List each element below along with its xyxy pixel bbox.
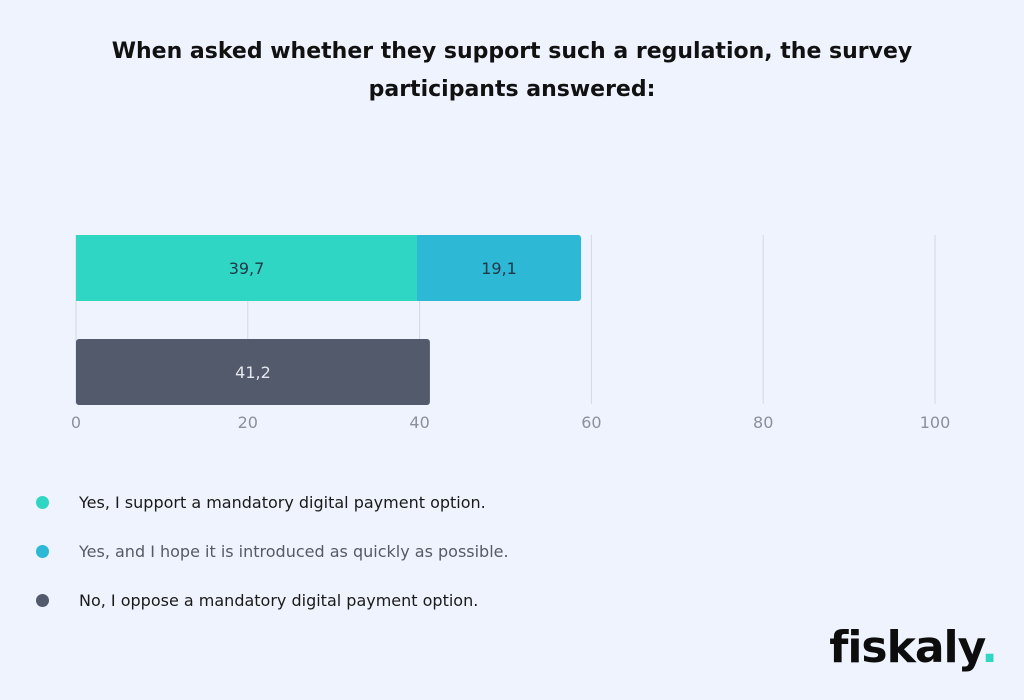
data-label: 39,7 (229, 259, 265, 278)
legend: Yes, I support a mandatory digital payme… (36, 488, 509, 635)
chart-title: When asked whether they support such a r… (111, 39, 913, 102)
legend-dot-icon (36, 544, 49, 558)
bar-segment (76, 235, 418, 301)
legend-label: Yes, and I hope it is introduced as quic… (79, 541, 509, 561)
bar-segment (76, 339, 430, 405)
legend-dot-icon (36, 495, 49, 509)
bar-segment-edge (417, 235, 422, 301)
bar-chart: 0 20 40 60 80 100 39,7 19,1 41,2 (71, 235, 951, 432)
data-label: 19,1 (481, 259, 517, 278)
logo-word: fiskaly (829, 622, 982, 673)
x-tick-label: 60 (581, 413, 601, 432)
x-tick-label: 20 (238, 413, 258, 432)
fiskaly-logo: fiskaly. (829, 622, 998, 673)
legend-item: Yes, I support a mandatory digital payme… (36, 488, 509, 516)
data-label: 41,2 (235, 363, 271, 382)
legend-label: No, I oppose a mandatory digital payment… (79, 590, 479, 610)
legend-dot-icon (36, 593, 49, 607)
bar-segment (417, 235, 582, 301)
legend-item: No, I oppose a mandatory digital payment… (36, 586, 509, 614)
x-tick-label: 100 (920, 413, 951, 432)
x-tick-label: 0 (71, 413, 81, 432)
legend-item: Yes, and I hope it is introduced as quic… (36, 537, 509, 565)
x-tick-label: 40 (409, 413, 429, 432)
legend-label: Yes, I support a mandatory digital payme… (79, 492, 486, 512)
logo-dot: . (981, 622, 998, 673)
x-tick-label: 80 (753, 413, 773, 432)
